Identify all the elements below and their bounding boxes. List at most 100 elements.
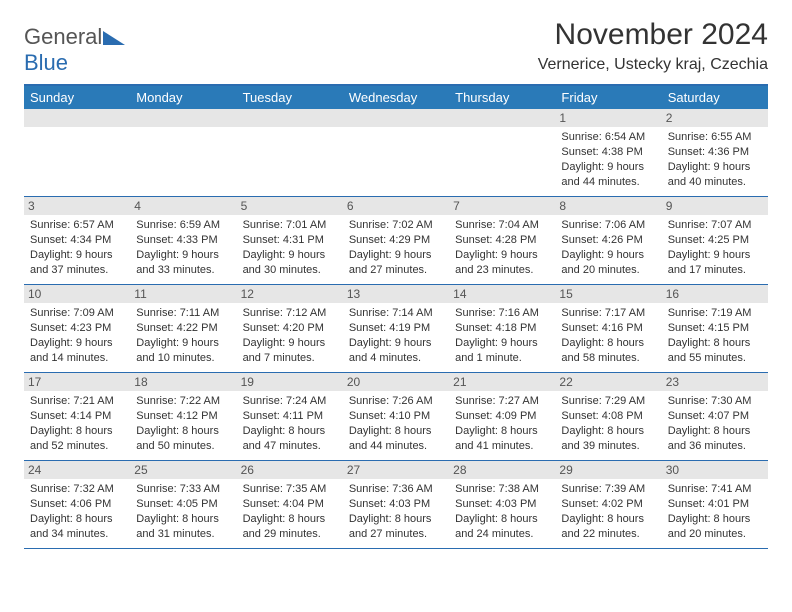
sunrise-text: Sunrise: 7:36 AM — [349, 482, 443, 497]
day-cell-28: 28Sunrise: 7:38 AMSunset: 4:03 PMDayligh… — [449, 461, 555, 549]
daylight-text: and 41 minutes. — [455, 439, 549, 454]
header: GeneralBlue November 2024 Vernerice, Ust… — [24, 18, 768, 76]
day-number: 24 — [24, 461, 130, 479]
sunset-text: Sunset: 4:34 PM — [30, 233, 124, 248]
day-cell-26: 26Sunrise: 7:35 AMSunset: 4:04 PMDayligh… — [237, 461, 343, 549]
day-details: Sunrise: 7:21 AMSunset: 4:14 PMDaylight:… — [28, 394, 126, 453]
day-cell-18: 18Sunrise: 7:22 AMSunset: 4:12 PMDayligh… — [130, 373, 236, 461]
empty-cell — [449, 109, 555, 197]
day-cell-7: 7Sunrise: 7:04 AMSunset: 4:28 PMDaylight… — [449, 197, 555, 285]
day-details: Sunrise: 7:38 AMSunset: 4:03 PMDaylight:… — [453, 482, 551, 541]
daylight-text: Daylight: 9 hours — [136, 248, 230, 263]
day-details: Sunrise: 7:17 AMSunset: 4:16 PMDaylight:… — [559, 306, 657, 365]
daylight-text: and 10 minutes. — [136, 351, 230, 366]
day-cell-23: 23Sunrise: 7:30 AMSunset: 4:07 PMDayligh… — [662, 373, 768, 461]
sunset-text: Sunset: 4:04 PM — [243, 497, 337, 512]
sunset-text: Sunset: 4:09 PM — [455, 409, 549, 424]
daylight-text: Daylight: 8 hours — [668, 512, 762, 527]
daylight-text: and 44 minutes. — [349, 439, 443, 454]
sunset-text: Sunset: 4:11 PM — [243, 409, 337, 424]
day-details: Sunrise: 7:16 AMSunset: 4:18 PMDaylight:… — [453, 306, 551, 365]
sunrise-text: Sunrise: 7:32 AM — [30, 482, 124, 497]
day-cell-11: 11Sunrise: 7:11 AMSunset: 4:22 PMDayligh… — [130, 285, 236, 373]
daylight-text: and 44 minutes. — [561, 175, 655, 190]
daylight-text: Daylight: 8 hours — [455, 424, 549, 439]
sunrise-text: Sunrise: 7:11 AM — [136, 306, 230, 321]
day-number: 3 — [24, 197, 130, 215]
daylight-text: Daylight: 8 hours — [561, 336, 655, 351]
daylight-text: Daylight: 9 hours — [243, 248, 337, 263]
day-cell-20: 20Sunrise: 7:26 AMSunset: 4:10 PMDayligh… — [343, 373, 449, 461]
sunrise-text: Sunrise: 6:59 AM — [136, 218, 230, 233]
day-number — [130, 109, 236, 127]
day-cell-8: 8Sunrise: 7:06 AMSunset: 4:26 PMDaylight… — [555, 197, 661, 285]
daylight-text: and 17 minutes. — [668, 263, 762, 278]
title-block: November 2024 Vernerice, Ustecky kraj, C… — [538, 18, 768, 74]
day-cell-29: 29Sunrise: 7:39 AMSunset: 4:02 PMDayligh… — [555, 461, 661, 549]
day-details: Sunrise: 7:35 AMSunset: 4:04 PMDaylight:… — [241, 482, 339, 541]
day-cell-15: 15 Sunrise: 7:17 AMSunset: 4:16 PMDayligh… — [555, 285, 661, 373]
sunset-text: Sunset: 4:02 PM — [561, 497, 655, 512]
weekday-friday: Friday — [555, 86, 661, 109]
day-number: 5 — [237, 197, 343, 215]
calendar: SundayMondayTuesdayWednesdayThursdayFrid… — [24, 84, 768, 549]
day-number: 15 — [555, 285, 661, 303]
sunrise-text: Sunrise: 7:35 AM — [243, 482, 337, 497]
daylight-text: Daylight: 8 hours — [136, 424, 230, 439]
sunrise-text: Sunrise: 7:12 AM — [243, 306, 337, 321]
day-details: Sunrise: 7:09 AMSunset: 4:23 PMDaylight:… — [28, 306, 126, 365]
daylight-text: Daylight: 9 hours — [136, 336, 230, 351]
day-cell-13: 13Sunrise: 7:14 AMSunset: 4:19 PMDayligh… — [343, 285, 449, 373]
sunrise-text: Sunrise: 6:55 AM — [668, 130, 762, 145]
day-details: Sunrise: 6:59 AMSunset: 4:33 PMDaylight:… — [134, 218, 232, 277]
daylight-text: and 1 minute. — [455, 351, 549, 366]
day-cell-6: 6Sunrise: 7:02 AMSunset: 4:29 PMDaylight… — [343, 197, 449, 285]
day-details: Sunrise: 7:01 AMSunset: 4:31 PMDaylight:… — [241, 218, 339, 277]
day-details: Sunrise: 7:29 AMSunset: 4:08 PMDaylight:… — [559, 394, 657, 453]
weekday-monday: Monday — [130, 86, 236, 109]
sunset-text: Sunset: 4:25 PM — [668, 233, 762, 248]
sunset-text: Sunset: 4:33 PM — [136, 233, 230, 248]
daylight-text: and 37 minutes. — [30, 263, 124, 278]
empty-cell — [130, 109, 236, 197]
day-cell-17: 17Sunrise: 7:21 AMSunset: 4:14 PMDayligh… — [24, 373, 130, 461]
daylight-text: and 36 minutes. — [668, 439, 762, 454]
sunrise-text: Sunrise: 7:26 AM — [349, 394, 443, 409]
logo-triangle-icon — [103, 29, 125, 45]
sunset-text: Sunset: 4:31 PM — [243, 233, 337, 248]
day-number: 29 — [555, 461, 661, 479]
daylight-text: and 29 minutes. — [243, 527, 337, 542]
day-number: 9 — [662, 197, 768, 215]
sunrise-text: Sunrise: 7:27 AM — [455, 394, 549, 409]
daylight-text: Daylight: 8 hours — [136, 512, 230, 527]
sunrise-text: Sunrise: 6:54 AM — [561, 130, 655, 145]
day-details: Sunrise: 7:22 AMSunset: 4:12 PMDaylight:… — [134, 394, 232, 453]
day-number: 22 — [555, 373, 661, 391]
month-title: November 2024 — [538, 18, 768, 52]
daylight-text: Daylight: 9 hours — [668, 248, 762, 263]
sunset-text: Sunset: 4:19 PM — [349, 321, 443, 336]
daylight-text: and 22 minutes. — [561, 527, 655, 542]
sunrise-text: Sunrise: 7:39 AM — [561, 482, 655, 497]
day-details: Sunrise: 7:04 AMSunset: 4:28 PMDaylight:… — [453, 218, 551, 277]
day-number — [343, 109, 449, 127]
day-details: Sunrise: 7:32 AMSunset: 4:06 PMDaylight:… — [28, 482, 126, 541]
day-cell-4: 4Sunrise: 6:59 AMSunset: 4:33 PMDaylight… — [130, 197, 236, 285]
day-number: 13 — [343, 285, 449, 303]
day-cell-27: 27Sunrise: 7:36 AMSunset: 4:03 PMDayligh… — [343, 461, 449, 549]
daylight-text: and 4 minutes. — [349, 351, 443, 366]
day-details: Sunrise: 7:19 AMSunset: 4:15 PMDaylight:… — [666, 306, 764, 365]
sunset-text: Sunset: 4:08 PM — [561, 409, 655, 424]
day-details: Sunrise: 6:57 AMSunset: 4:34 PMDaylight:… — [28, 218, 126, 277]
sunrise-text: Sunrise: 7:22 AM — [136, 394, 230, 409]
sunset-text: Sunset: 4:36 PM — [668, 145, 762, 160]
day-cell-3: 3 Sunrise: 6:57 AMSunset: 4:34 PMDaylight… — [24, 197, 130, 285]
day-number: 14 — [449, 285, 555, 303]
day-details: Sunrise: 6:54 AMSunset: 4:38 PMDaylight:… — [559, 130, 657, 189]
day-details: Sunrise: 7:24 AMSunset: 4:11 PMDaylight:… — [241, 394, 339, 453]
daylight-text: and 33 minutes. — [136, 263, 230, 278]
day-details: Sunrise: 7:36 AMSunset: 4:03 PMDaylight:… — [347, 482, 445, 541]
daylight-text: Daylight: 8 hours — [30, 424, 124, 439]
daylight-text: and 14 minutes. — [30, 351, 124, 366]
day-details: Sunrise: 7:06 AMSunset: 4:26 PMDaylight:… — [559, 218, 657, 277]
